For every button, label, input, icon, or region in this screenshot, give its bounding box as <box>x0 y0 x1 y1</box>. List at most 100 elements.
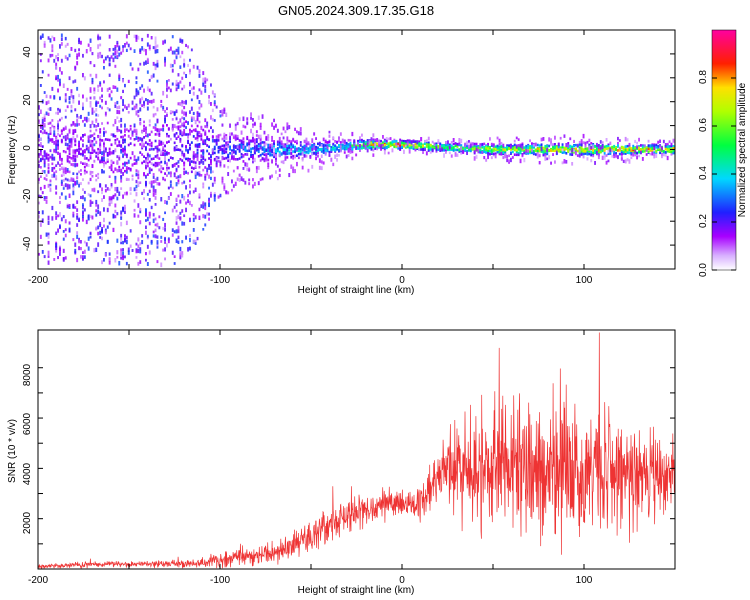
snr-series-line <box>38 332 675 569</box>
spectrogram-cell <box>83 169 86 173</box>
spectrogram-cell <box>624 159 627 164</box>
spectrogram-cell <box>146 70 149 74</box>
spectrogram-cell <box>125 235 128 240</box>
spectrogram-cell <box>265 148 268 151</box>
spectrogram-cell <box>166 82 168 88</box>
spectrogram-cell <box>189 58 191 62</box>
spectrogram-cell <box>120 213 123 219</box>
spectrogram-cell <box>76 172 79 176</box>
spectrogram-cell <box>122 206 124 211</box>
spectrogram-cell <box>64 135 67 140</box>
spectrogram-cell <box>217 145 220 149</box>
spectrogram-cell <box>575 147 577 151</box>
spectrogram-cell <box>447 147 449 151</box>
spectrogram-cell <box>70 104 73 109</box>
spectrogram-cell <box>204 214 207 219</box>
spectrogram-cell <box>120 254 123 259</box>
spectrogram-cell <box>101 94 103 98</box>
spectrogram-cell <box>211 139 214 143</box>
spectrogram-cell <box>89 124 92 129</box>
spectrogram-cell <box>202 139 205 144</box>
spectrogram-cell <box>82 195 84 200</box>
spectrogram-cell <box>183 111 186 116</box>
spectrogram-cell <box>412 147 415 150</box>
spectrogram-cell <box>187 157 189 161</box>
spectrogram-cell <box>271 122 273 127</box>
spectrogram-cell <box>181 102 184 107</box>
spectrogram-cell <box>145 219 147 222</box>
spectrogram-cell <box>183 162 186 167</box>
spectrogram-cell <box>204 166 207 169</box>
spectrogram-cell <box>372 148 375 152</box>
snr-xtick-label: 100 <box>576 575 593 586</box>
spectrogram-cell <box>454 151 457 155</box>
spectrogram-cell <box>259 135 262 139</box>
spectrogram-cell <box>357 146 359 150</box>
spectrogram-cell <box>95 209 98 213</box>
spectrogram-cell <box>252 154 254 158</box>
spectrogram-cell <box>160 140 163 144</box>
spectrogram-cell <box>450 146 453 149</box>
spectrogram-cell <box>636 155 638 160</box>
spectrogram-cell <box>51 162 54 166</box>
spectrogram-cell <box>668 149 671 152</box>
spectrogram-cell <box>531 142 533 145</box>
spectrogram-cell <box>57 107 59 111</box>
spectrogram-cell <box>638 150 640 154</box>
spectrogram-cell <box>332 148 335 151</box>
spectrogram-cell <box>137 109 140 114</box>
spectrogram-cell <box>477 146 480 149</box>
colorbar-label: Normalized spectral amplitude <box>737 82 748 217</box>
spectrogram-cell <box>519 149 522 152</box>
spectrogram-cell <box>47 183 50 188</box>
spectrogram-cell <box>68 76 71 81</box>
spectrogram-cell <box>179 102 182 106</box>
spectrogram-cell <box>529 145 531 148</box>
spectrogram-cell <box>301 145 304 149</box>
spectrogram-cell <box>68 221 71 225</box>
spectrogram-cell <box>72 80 75 84</box>
spectrogram-cell <box>89 214 92 219</box>
spectrogram-cell <box>336 146 338 149</box>
spectrogram-cell <box>506 144 509 147</box>
spectrogram-cell <box>129 167 132 171</box>
spectrogram-cell <box>473 147 476 150</box>
spectrogram-cell <box>104 111 107 115</box>
spectrogram-cell <box>666 155 669 161</box>
spectrogram-cell <box>345 146 348 150</box>
spectrogram-cell <box>175 48 178 53</box>
spectrogram-cell <box>85 157 88 160</box>
spectrogram-cell <box>116 87 119 92</box>
spectrogram-cell <box>638 148 640 151</box>
spectrogram-cell <box>198 165 201 169</box>
colorbar-tick-label: 0.4 <box>698 166 709 180</box>
spectrogram-cell <box>175 197 178 201</box>
spectrogram-cell <box>64 98 67 103</box>
spectrogram-cell <box>181 100 184 104</box>
spectrogram-cell <box>124 191 126 196</box>
spectrogram-cell <box>76 223 79 227</box>
spectrogram-cell <box>125 106 128 110</box>
spectrogram-cell <box>271 135 273 140</box>
spectrogram-cell <box>473 142 476 146</box>
spectrogram-cell <box>200 204 203 208</box>
spectrogram-cell <box>118 105 121 110</box>
spectrogram-cell <box>158 157 161 160</box>
spectrogram-cell <box>223 185 226 189</box>
spectrogram-cell <box>152 46 155 50</box>
spectrogram-cell <box>150 180 153 185</box>
spectrogram-cell <box>544 150 547 153</box>
spectrogram-cell <box>83 165 86 169</box>
spectrogram-cell <box>146 244 149 249</box>
spectrogram-cell <box>93 159 96 163</box>
spectrogram-cell <box>57 78 59 82</box>
spectrogram-cell <box>194 119 197 125</box>
spectrogram-cell <box>523 151 526 155</box>
spectrogram-cell <box>189 128 191 132</box>
spectrogram-cell <box>204 176 207 181</box>
spectrogram-cell <box>103 258 105 262</box>
spectrogram-cell <box>303 139 306 144</box>
spectrogram-cell <box>183 71 186 75</box>
spectrogram-cell <box>429 144 432 147</box>
spectrogram-cell <box>412 140 415 143</box>
